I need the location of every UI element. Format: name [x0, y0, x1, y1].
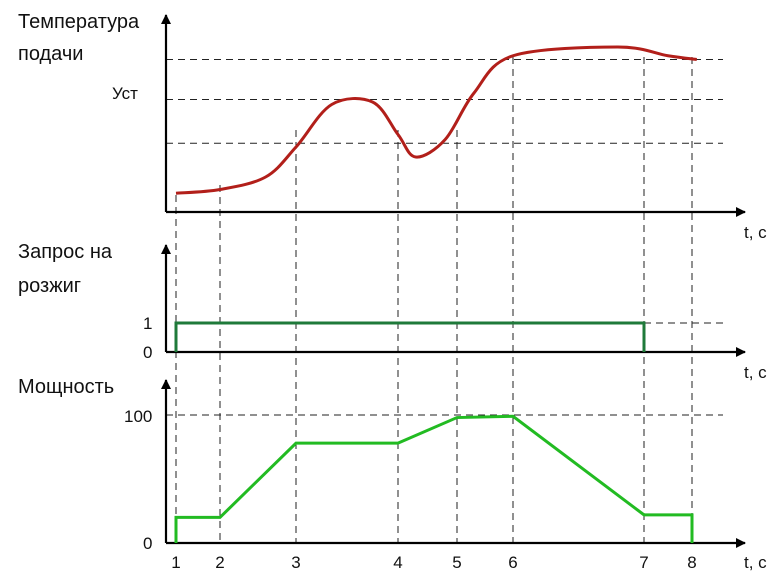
x-tick-label: 6: [508, 553, 517, 572]
power-line: [174, 414, 694, 543]
power-axis-label: Мощность: [18, 376, 114, 398]
temp-axis-label-line2: подачи: [18, 43, 83, 65]
request-x-axis-label: t, с: [744, 363, 767, 382]
x-tick-label: 8: [687, 553, 696, 572]
power-x-axis-label: t, с: [744, 553, 767, 572]
x-tick-label: 5: [452, 553, 461, 572]
request-axis-label-line2: розжиг: [18, 275, 81, 297]
vertical-guides: [175, 57, 693, 543]
request-tick-1: 1: [143, 314, 152, 333]
horizontal-guides: [166, 59, 723, 416]
request-tick-0: 0: [143, 343, 152, 362]
setpoint-label: Уст: [112, 84, 138, 103]
x-tick-labels: 1 2 3 4 5 6 7 8: [171, 553, 696, 572]
power-tick-0: 0: [143, 534, 152, 553]
request-axis-label-line1: Запрос на: [18, 241, 113, 263]
ignition-request-line: [174, 321, 646, 352]
x-tick-label: 4: [393, 553, 402, 572]
temp-axis-label-line1: Температура: [18, 11, 140, 33]
x-tick-label: 3: [291, 553, 300, 572]
power-tick-100: 100: [124, 407, 152, 426]
temp-x-axis-label: t, с: [744, 223, 767, 242]
x-tick-label: 2: [215, 553, 224, 572]
x-tick-label: 7: [639, 553, 648, 572]
temperature-curve: [175, 45, 697, 195]
x-tick-label: 1: [171, 553, 180, 572]
